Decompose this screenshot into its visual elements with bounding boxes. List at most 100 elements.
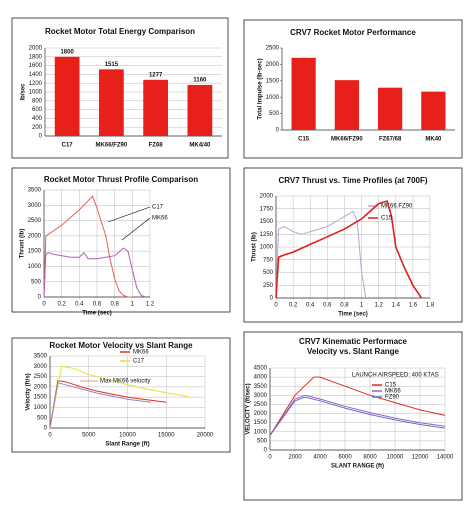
x-tick-label: 1.2 (146, 302, 155, 308)
y-tick-label: 0 (38, 295, 42, 301)
y-axis-label: Velocity (ft/s) (26, 373, 32, 410)
y-tick-label: 1400 (29, 72, 43, 78)
bar (421, 91, 446, 130)
y-tick-label: 0 (270, 296, 274, 302)
series-line (49, 382, 151, 429)
x-tick-label: 4000 (313, 455, 327, 461)
series-line (43, 195, 133, 298)
x-tick-label: 0.2 (289, 303, 298, 309)
series-line (49, 365, 190, 429)
y-tick-label: 2000 (266, 62, 280, 68)
x-tick-label: 0.4 (306, 303, 315, 309)
series-line (275, 210, 367, 299)
x-tick-label: 0.8 (340, 303, 349, 309)
y-tick-label: 1500 (254, 420, 268, 426)
panel-frame (11, 337, 231, 453)
x-tick-label: MK66/FZ90 (331, 137, 363, 143)
bar (334, 80, 359, 130)
x-tick-label: 1.2 (374, 303, 383, 309)
y-tick-label: 2000 (34, 384, 48, 390)
bar (291, 57, 316, 131)
chart-title: Rocket Motor Velocity vs Slant Range (49, 341, 193, 350)
annotation: LAUNCH AIRSPEED: 400 KTAS (352, 373, 439, 379)
chart-subtitle: Velocity vs. Slant Range (307, 347, 400, 356)
bar (143, 79, 169, 136)
y-tick-label: 1000 (28, 264, 42, 270)
x-tick-label: MK40 (425, 137, 442, 143)
y-tick-label: 400 (32, 116, 43, 122)
y-tick-label: 2500 (28, 218, 42, 224)
x-tick-label: 1 (360, 303, 364, 309)
y-tick-label: 500 (263, 270, 274, 276)
y-axis-label: Total Impulse (lb-sec) (258, 58, 264, 119)
x-tick-label: 0 (268, 455, 272, 461)
x-tick-label: 1.8 (426, 303, 435, 309)
y-tick-label: 750 (263, 257, 274, 263)
annotation: Max MK66 velocity (100, 379, 150, 385)
x-tick-label: MK66/FZ90 (96, 143, 128, 149)
y-tick-label: 1500 (266, 78, 280, 84)
chart-title: Rocket Motor Thrust Profile Comparison (44, 175, 198, 184)
panel-frame (243, 331, 463, 501)
series-line (43, 247, 146, 298)
bar (98, 69, 124, 136)
x-tick-label: 0 (48, 433, 52, 439)
y-tick-label: 1000 (29, 90, 43, 96)
x-tick-label: 0.6 (93, 302, 102, 308)
x-tick-label: 20000 (197, 433, 214, 439)
y-tick-label: 3500 (254, 384, 268, 390)
panel-frame (243, 167, 463, 323)
y-tick-label: 2000 (260, 194, 274, 200)
x-tick-label: FZ68 (149, 143, 164, 149)
y-tick-label: 1500 (34, 395, 48, 401)
x-tick-label: 6000 (338, 455, 352, 461)
y-tick-label: 3500 (34, 354, 48, 360)
bar (187, 84, 213, 136)
y-tick-label: 500 (31, 279, 42, 285)
y-tick-label: 4500 (254, 366, 268, 372)
y-tick-label: 200 (32, 125, 43, 131)
x-tick-label: C15 (298, 137, 310, 143)
y-tick-label: 3000 (34, 364, 48, 370)
value-label: 1277 (149, 72, 163, 78)
y-tick-label: 1750 (260, 206, 274, 212)
y-tick-label: 2000 (28, 233, 42, 239)
value-label: 1160 (193, 78, 207, 84)
legend-label: C15 (385, 383, 397, 389)
y-tick-label: 4000 (254, 375, 268, 381)
x-tick-label: 1.6 (409, 303, 418, 309)
y-tick-label: 2500 (266, 46, 280, 52)
x-tick-label: 2000 (288, 455, 302, 461)
x-tick-label: MK4/40 (189, 143, 211, 149)
y-tick-label: 1800 (29, 54, 43, 60)
x-tick-label: 0 (274, 303, 278, 309)
legend-label: C17 (152, 205, 164, 211)
y-tick-label: 2000 (254, 411, 268, 417)
y-tick-label: 3000 (28, 203, 42, 209)
y-tick-label: 1000 (260, 245, 274, 251)
y-tick-label: 1000 (34, 405, 48, 411)
y-tick-label: 500 (257, 438, 268, 444)
y-tick-label: 500 (269, 111, 280, 117)
y-tick-label: 3500 (28, 188, 42, 194)
legend-label: C17 (133, 359, 145, 365)
chart-title: CRV7 Rocket Motor Performance (290, 28, 416, 37)
x-tick-label: FZ67/68 (379, 137, 402, 143)
y-axis-label: Thrust (lb) (252, 232, 258, 262)
x-axis-label: Time (sec) (82, 311, 112, 317)
bar (54, 56, 80, 136)
y-tick-label: 1000 (254, 429, 268, 435)
chart-title: CRV7 Kinematic Performace (299, 337, 407, 346)
y-tick-label: 1200 (29, 81, 43, 87)
x-axis-label: Time (sec) (338, 312, 368, 318)
value-label: 1515 (105, 62, 119, 68)
x-tick-label: 0.2 (57, 302, 66, 308)
x-tick-label: 0.4 (75, 302, 84, 308)
y-tick-label: 2500 (254, 402, 268, 408)
x-axis-label: SLANT RANGE (ft) (331, 464, 384, 470)
panel-frame (11, 167, 231, 313)
y-tick-label: 250 (263, 283, 274, 289)
chart-title: CRV7 Thrust vs. Time Profiles (at 700F) (278, 176, 427, 185)
x-tick-label: 0 (42, 302, 46, 308)
